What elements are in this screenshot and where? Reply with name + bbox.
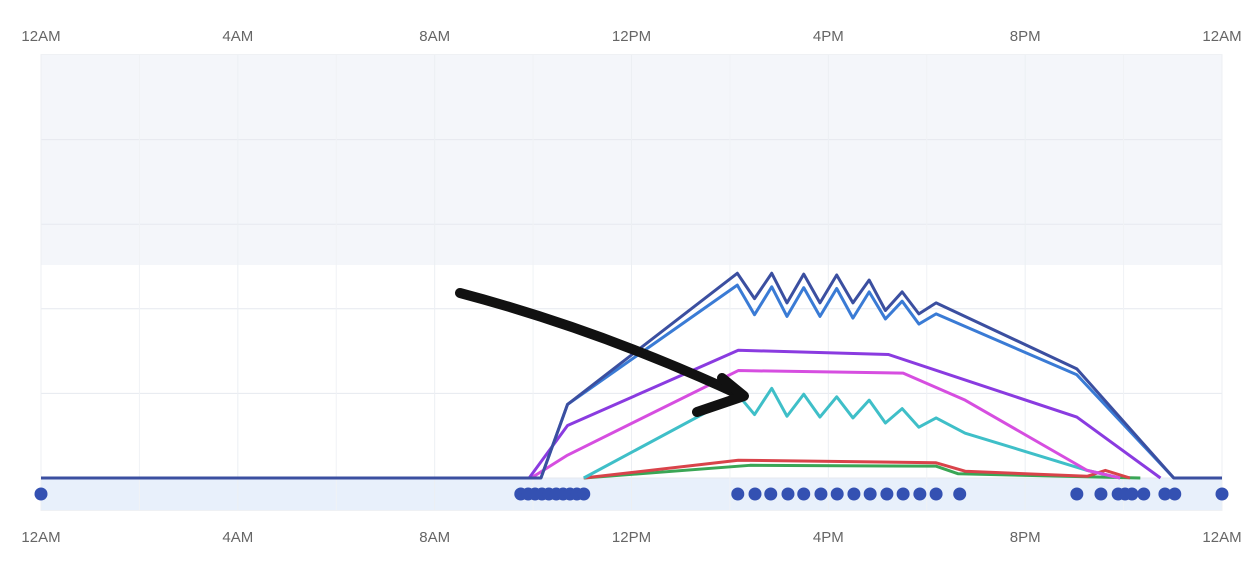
event-dot — [781, 487, 795, 501]
x-tick-label: 12PM — [612, 28, 651, 45]
event-dot — [880, 487, 894, 501]
event-dot — [913, 487, 927, 501]
x-tick-label: 4AM — [222, 529, 253, 546]
x-tick-label: 4PM — [813, 529, 844, 546]
x-tick-label: 8PM — [1010, 28, 1041, 45]
event-dot — [731, 487, 745, 501]
x-tick-label: 12AM — [1202, 28, 1241, 45]
event-dot — [34, 487, 48, 501]
x-tick-label: 8AM — [419, 529, 450, 546]
event-dot — [797, 487, 811, 501]
event-dot — [1125, 487, 1139, 501]
x-tick-label: 12AM — [21, 28, 60, 45]
x-tick-label: 4AM — [222, 28, 253, 45]
x-tick-label: 8PM — [1010, 529, 1041, 546]
series-line — [583, 463, 1141, 480]
event-dot — [1137, 487, 1151, 501]
x-tick-label: 12PM — [612, 529, 651, 546]
x-tick-label: 12AM — [21, 529, 60, 546]
event-dot — [1158, 487, 1172, 501]
event-dot — [896, 487, 910, 501]
series-line — [41, 271, 1222, 480]
event-dot — [863, 487, 877, 501]
event-dot — [764, 487, 778, 501]
series-line — [527, 348, 1162, 480]
x-tick-label: 8AM — [419, 28, 450, 45]
series-line — [583, 386, 1121, 480]
event-dot — [830, 487, 844, 501]
event-dot — [847, 487, 861, 501]
event-dot — [1094, 487, 1108, 501]
series-line — [530, 369, 1121, 480]
event-dot — [748, 487, 762, 501]
arrow-annotation — [455, 288, 749, 417]
event-dot — [929, 487, 943, 501]
event-dot — [577, 487, 591, 501]
event-dot — [953, 487, 967, 501]
series-line — [539, 283, 1175, 480]
event-dot — [1215, 487, 1229, 501]
events — [34, 487, 1229, 501]
event-dot — [1070, 487, 1084, 501]
grid — [40, 55, 1223, 510]
event-dot — [1168, 487, 1182, 501]
event-dot — [814, 487, 828, 501]
x-tick-label: 12AM — [1202, 529, 1241, 546]
lines — [41, 271, 1222, 480]
x-tick-label: 4PM — [813, 28, 844, 45]
series-line — [583, 458, 1131, 480]
